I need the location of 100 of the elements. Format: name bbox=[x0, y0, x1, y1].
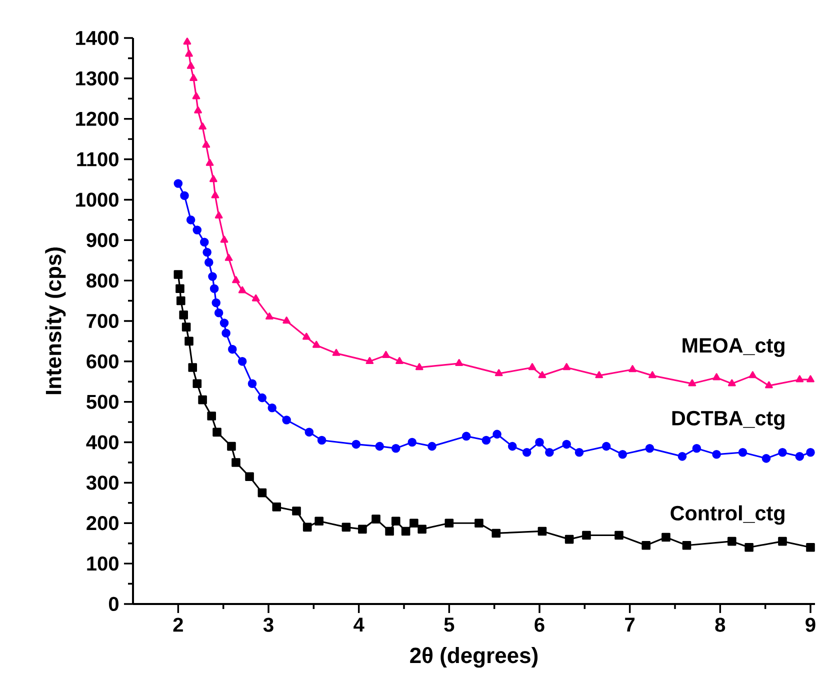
point bbox=[795, 452, 804, 461]
point bbox=[220, 236, 228, 243]
point bbox=[268, 404, 277, 412]
point bbox=[224, 254, 233, 261]
point bbox=[212, 298, 221, 308]
point bbox=[618, 450, 627, 459]
point bbox=[248, 379, 257, 388]
x-tick-label: 2 bbox=[173, 618, 183, 632]
point bbox=[208, 272, 217, 281]
point bbox=[252, 294, 260, 302]
point bbox=[292, 506, 301, 516]
point bbox=[744, 542, 754, 552]
point bbox=[211, 191, 220, 198]
y-tick-label: 500 bbox=[86, 394, 118, 409]
point bbox=[796, 375, 804, 382]
point bbox=[474, 518, 484, 528]
point bbox=[209, 175, 218, 182]
point bbox=[642, 540, 650, 550]
point bbox=[765, 381, 773, 388]
point bbox=[535, 438, 544, 447]
point bbox=[462, 432, 471, 441]
point bbox=[682, 540, 692, 550]
point bbox=[628, 365, 636, 372]
y-tick-label: 200 bbox=[86, 516, 118, 530]
point bbox=[194, 106, 202, 114]
point bbox=[582, 530, 591, 540]
point bbox=[385, 526, 394, 536]
point bbox=[265, 312, 274, 320]
point bbox=[176, 284, 184, 294]
point bbox=[778, 536, 787, 546]
point bbox=[538, 526, 547, 536]
point bbox=[366, 357, 374, 364]
point bbox=[401, 526, 410, 536]
y-tick-label: 300 bbox=[86, 476, 118, 490]
y-tick-label: 1300 bbox=[76, 71, 118, 86]
x-tick-label: 4 bbox=[354, 618, 364, 632]
point bbox=[391, 516, 400, 526]
point bbox=[186, 216, 196, 224]
point bbox=[186, 62, 195, 69]
point bbox=[415, 363, 424, 370]
point bbox=[198, 122, 206, 130]
point bbox=[188, 363, 198, 372]
point bbox=[645, 444, 654, 453]
point bbox=[494, 369, 503, 376]
point bbox=[528, 363, 536, 370]
point bbox=[212, 428, 222, 437]
point bbox=[192, 379, 202, 388]
point bbox=[564, 534, 574, 544]
point bbox=[232, 276, 240, 284]
x-tick-label: 6 bbox=[534, 618, 544, 632]
point bbox=[396, 357, 404, 364]
point bbox=[228, 344, 237, 354]
point bbox=[538, 371, 546, 378]
point bbox=[304, 428, 314, 437]
point bbox=[342, 522, 351, 532]
point bbox=[190, 74, 198, 82]
point bbox=[207, 412, 216, 420]
point bbox=[352, 440, 361, 449]
point bbox=[258, 393, 267, 402]
point bbox=[428, 442, 436, 451]
point bbox=[176, 296, 186, 306]
y-tick-label: 900 bbox=[86, 233, 118, 248]
point bbox=[778, 448, 787, 457]
point bbox=[282, 316, 290, 324]
y-tick-label: 700 bbox=[86, 314, 118, 328]
point bbox=[202, 140, 210, 148]
point bbox=[482, 436, 491, 445]
point bbox=[312, 340, 320, 348]
point bbox=[214, 308, 224, 318]
point bbox=[728, 536, 736, 546]
point bbox=[174, 270, 183, 279]
point bbox=[410, 518, 418, 528]
x-tick-label: 8 bbox=[715, 618, 726, 632]
point bbox=[508, 442, 517, 451]
y-tick-label: 1400 bbox=[76, 30, 118, 46]
series-label: DCTBA_ctg bbox=[672, 410, 784, 430]
y-tick-label: 400 bbox=[86, 435, 118, 450]
point bbox=[206, 158, 214, 166]
point bbox=[180, 191, 189, 200]
point bbox=[214, 211, 223, 218]
series-label: Control_ctg bbox=[670, 505, 784, 525]
point bbox=[492, 430, 502, 439]
point bbox=[238, 286, 246, 294]
point bbox=[762, 454, 771, 463]
y-tick-label: 600 bbox=[86, 354, 118, 368]
point bbox=[688, 379, 696, 386]
point bbox=[375, 442, 384, 451]
point bbox=[602, 442, 611, 451]
point bbox=[204, 258, 214, 267]
y-tick-label: 1100 bbox=[77, 152, 118, 166]
y-axis-title: Intensity (cps) bbox=[45, 248, 66, 394]
point bbox=[302, 522, 312, 532]
point bbox=[314, 516, 324, 526]
y-tick-label: 1200 bbox=[76, 112, 118, 126]
point bbox=[184, 336, 194, 346]
point bbox=[806, 448, 815, 457]
point bbox=[179, 310, 188, 320]
point bbox=[185, 50, 193, 57]
point bbox=[272, 502, 282, 512]
point bbox=[662, 532, 670, 542]
